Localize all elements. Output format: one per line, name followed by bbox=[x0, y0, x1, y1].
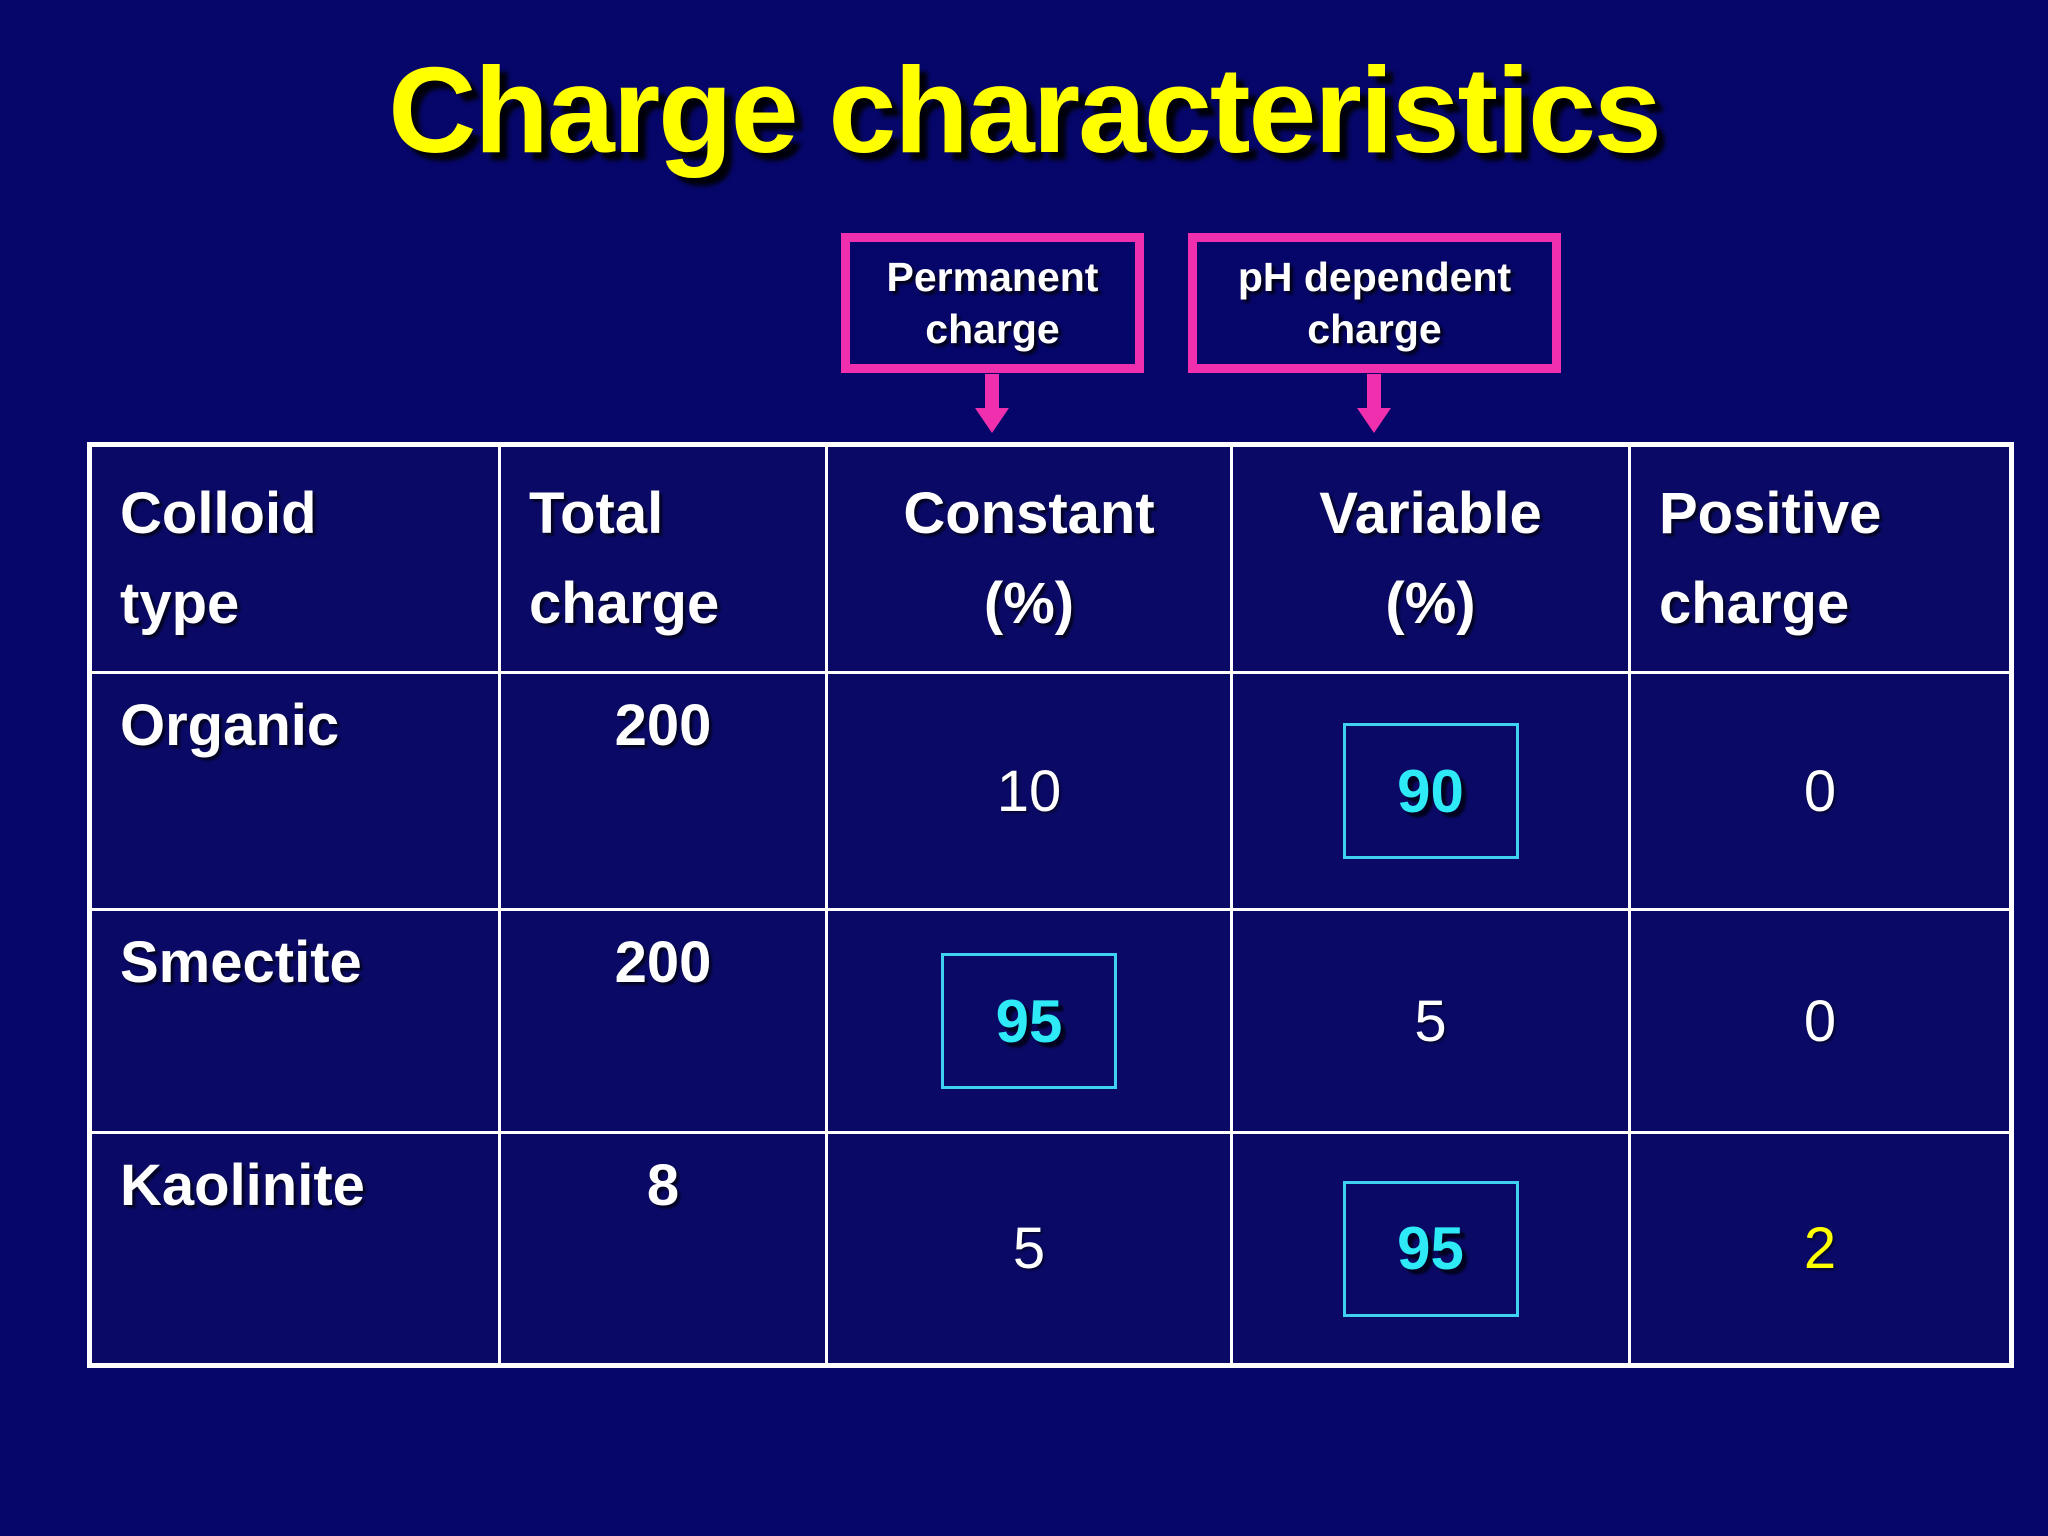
cell-positive-charge: 2 bbox=[1628, 1131, 2013, 1367]
callout-permanent-charge: Permanent charge bbox=[841, 233, 1144, 373]
cell-constant-pct: 5 bbox=[825, 1131, 1233, 1367]
header-constant-pct: Constant (%) bbox=[825, 443, 1233, 674]
header-colloid-type: Colloid type bbox=[88, 443, 501, 674]
table-row-kaolinite: Kaolinite 8 5 95 2 bbox=[88, 1131, 2013, 1367]
cell-constant-pct: 10 bbox=[825, 671, 1233, 911]
highlight-box: 95 bbox=[941, 953, 1117, 1089]
cell-total-charge: 200 bbox=[498, 671, 828, 911]
down-arrow-icon-permanent bbox=[975, 374, 1009, 433]
arrow-shaft bbox=[1367, 374, 1381, 408]
cell-colloid-type: Kaolinite bbox=[88, 1131, 501, 1367]
down-arrow-icon-ph-dependent bbox=[1357, 374, 1391, 433]
cell-positive-charge: 0 bbox=[1628, 908, 2013, 1134]
cell-colloid-type: Organic bbox=[88, 671, 501, 911]
slide-title: Charge characteristics bbox=[388, 42, 1662, 178]
arrow-head bbox=[975, 408, 1009, 433]
cell-constant-pct: 95 bbox=[825, 908, 1233, 1134]
highlighted-value: 95 bbox=[995, 987, 1063, 1055]
highlight-box: 90 bbox=[1342, 723, 1519, 859]
cell-positive-charge: 0 bbox=[1628, 671, 2013, 911]
header-variable-pct: Variable (%) bbox=[1230, 443, 1631, 674]
header-positive-charge: Positive charge bbox=[1628, 443, 2013, 674]
table-header-row: Colloid type Total charge Constant (%) V… bbox=[88, 443, 2013, 674]
cell-total-charge: 200 bbox=[498, 908, 828, 1134]
callout-ph-dependent-charge: pH dependent charge bbox=[1188, 233, 1561, 373]
callout-permanent-charge-label: Permanent charge bbox=[886, 253, 1099, 352]
cell-variable-pct: 95 bbox=[1230, 1131, 1631, 1367]
arrow-shaft bbox=[985, 374, 999, 408]
cell-total-charge: 8 bbox=[498, 1131, 828, 1367]
highlighted-value: 95 bbox=[1397, 1215, 1464, 1282]
cell-colloid-type: Smectite bbox=[88, 908, 501, 1134]
cell-variable-pct: 5 bbox=[1230, 908, 1631, 1134]
charge-characteristics-table: Colloid type Total charge Constant (%) V… bbox=[87, 442, 2014, 1368]
header-total-charge: Total charge bbox=[498, 443, 828, 674]
table-row-organic: Organic 200 10 90 0 bbox=[88, 671, 2013, 911]
arrow-head bbox=[1357, 408, 1391, 433]
callout-ph-dependent-charge-label: pH dependent charge bbox=[1237, 253, 1512, 352]
highlight-box: 95 bbox=[1342, 1180, 1519, 1317]
highlighted-value: 90 bbox=[1397, 757, 1464, 825]
table-row-smectite: Smectite 200 95 5 0 bbox=[88, 908, 2013, 1134]
cell-variable-pct: 90 bbox=[1230, 671, 1631, 911]
